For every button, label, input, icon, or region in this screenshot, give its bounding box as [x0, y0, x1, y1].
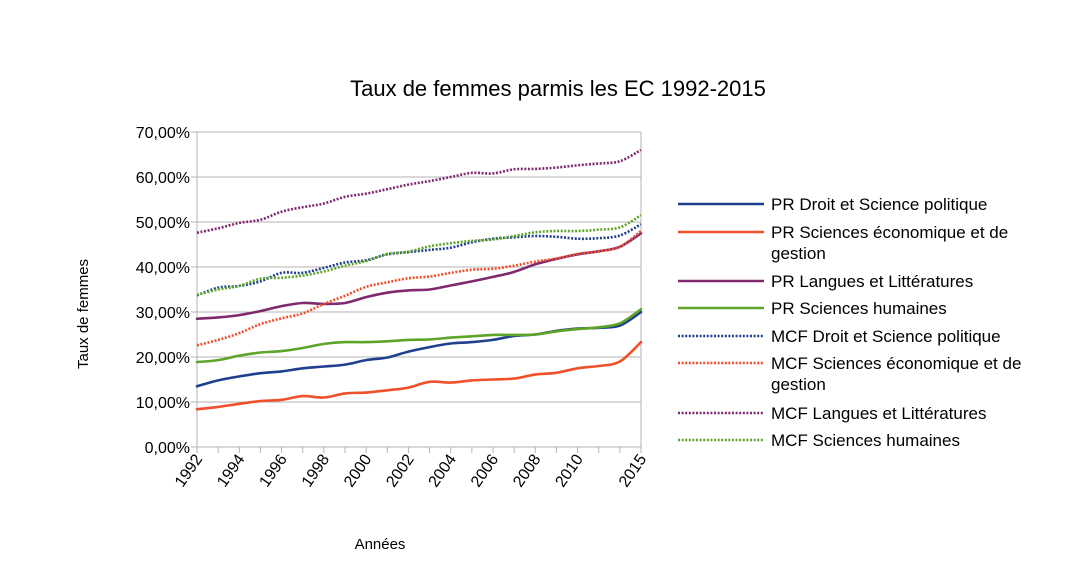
y-tick-label: 50,00%: [136, 215, 190, 232]
x-tick-label: 1992: [172, 451, 206, 490]
y-tick-label: 70,00%: [136, 125, 190, 142]
legend-item: PR Sciences économique et de gestion: [678, 223, 1008, 263]
legend-label: PR Droit et Science politique: [771, 195, 987, 214]
x-tick-label: 2015: [616, 451, 650, 490]
series-line-5: [196, 223, 642, 297]
legend-item: MCF Sciences économique et de gestion: [678, 354, 1021, 394]
legend-label: PR Langues et Littératures: [771, 272, 973, 291]
legend-label: PR Sciences économique et de gestion: [771, 223, 1008, 263]
legend-item: MCF Sciences humaines: [678, 431, 960, 450]
x-tick-label: 2004: [426, 451, 460, 490]
x-tick-label: 2000: [341, 451, 375, 490]
x-tick-label: 1996: [257, 451, 291, 490]
series-lines: [195, 148, 643, 411]
x-tick-label: 2006: [468, 451, 502, 490]
x-tick-label: 2002: [383, 451, 417, 490]
x-axis-title: Années: [355, 536, 406, 553]
series-line-4: [195, 308, 643, 364]
series-line-3: [195, 232, 643, 321]
legend-label: PR Sciences humaines: [771, 299, 947, 318]
gridlines: [197, 131, 641, 448]
series-line-8: [196, 214, 642, 297]
x-tick-label: 1998: [299, 451, 333, 490]
series-line-7: [196, 148, 642, 235]
x-tick-label: 2010: [553, 451, 587, 490]
legend-item: MCF Droit et Science politique: [678, 327, 1001, 346]
y-tick-label: 40,00%: [136, 260, 190, 277]
y-tick-label: 10,00%: [136, 395, 190, 412]
legend-item: PR Droit et Science politique: [678, 195, 987, 214]
legend-item: MCF Langues et Littératures: [678, 404, 986, 423]
legend-label: MCF Sciences humaines: [771, 431, 960, 450]
series-line-6: [196, 229, 642, 347]
legend-label: MCF Sciences économique et de gestion: [771, 354, 1021, 394]
y-tick-label: 0,00%: [145, 440, 190, 457]
y-axis-title: Taux de femmes: [75, 259, 92, 369]
legend-item: PR Langues et Littératures: [678, 272, 973, 291]
x-tick-label: 1994: [214, 451, 248, 490]
legend-label: MCF Droit et Science politique: [771, 327, 1001, 346]
series-line-2: [195, 340, 643, 411]
y-tick-label: 20,00%: [136, 350, 190, 367]
chart-title: Taux de femmes parmis les EC 1992-2015: [350, 76, 766, 101]
legend-label: MCF Langues et Littératures: [771, 404, 986, 423]
y-tick-label: 60,00%: [136, 170, 190, 187]
x-tick-label: 2008: [510, 451, 544, 490]
axes: 0,00% 10,00% 20,00% 30,00% 40,00% 50,00% 60,00…: [136, 125, 651, 490]
y-tick-label: 30,00%: [136, 305, 190, 322]
legend: PR Droit et Science politique PR Sciences…: [678, 195, 1021, 450]
legend-item: PR Sciences humaines: [678, 299, 947, 318]
